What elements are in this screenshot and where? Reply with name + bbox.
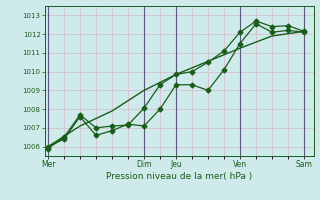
X-axis label: Pression niveau de la mer( hPa ): Pression niveau de la mer( hPa ): [106, 172, 252, 181]
